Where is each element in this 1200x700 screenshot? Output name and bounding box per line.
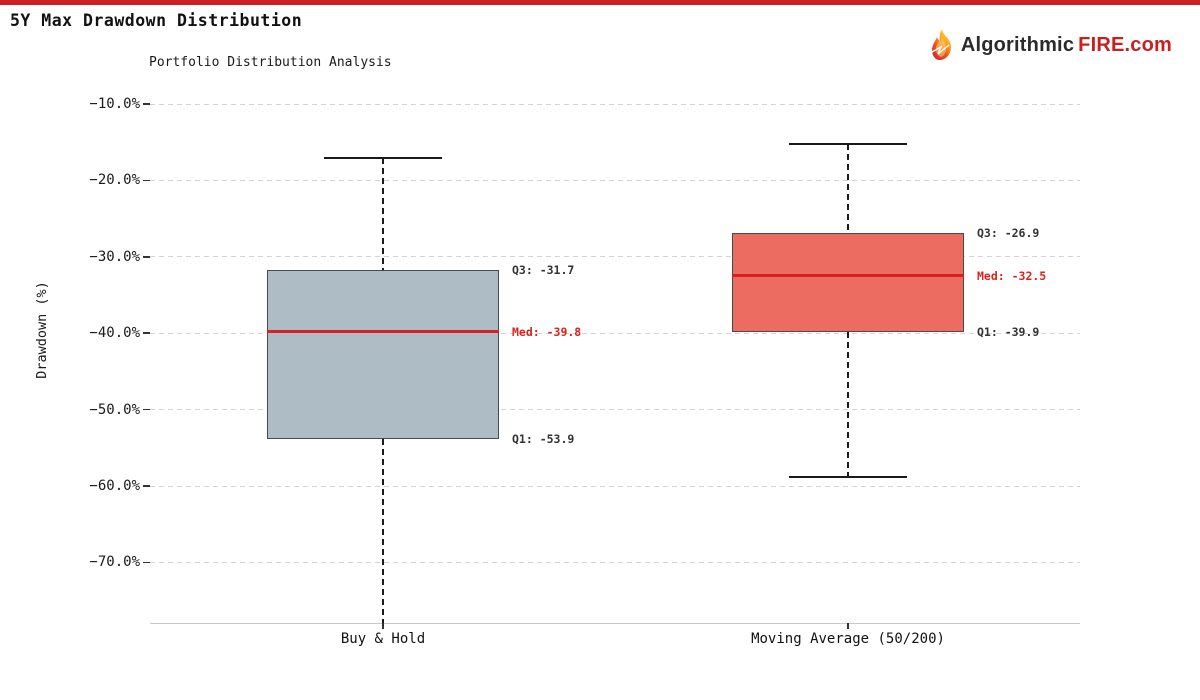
y-tick-mark bbox=[143, 408, 150, 411]
y-tick-label: −50.0% bbox=[89, 401, 140, 418]
annotation-q3: Q3: -31.7 bbox=[512, 262, 575, 277]
flame-icon bbox=[927, 28, 957, 62]
median-line bbox=[732, 274, 964, 278]
whisker-cap-upper bbox=[789, 143, 907, 146]
y-tick-mark bbox=[143, 485, 150, 487]
y-tick-mark bbox=[143, 332, 150, 334]
whisker-lower bbox=[847, 332, 849, 477]
logo-text-dark: Algorithmic bbox=[960, 33, 1075, 56]
annotation-q1: Q1: -39.9 bbox=[977, 325, 1040, 340]
gridline bbox=[150, 332, 1080, 334]
y-tick-mark bbox=[143, 103, 150, 105]
annotation-q3: Q3: -26.9 bbox=[977, 226, 1040, 241]
page-title: 5Y Max Drawdown Distribution bbox=[10, 11, 303, 30]
accent-top-bar bbox=[0, 0, 1200, 5]
y-tick-label: −40.0% bbox=[89, 325, 140, 342]
gridline bbox=[150, 485, 1080, 487]
gridline bbox=[150, 103, 1080, 105]
logo-text-red: FIRE.com bbox=[1078, 33, 1172, 56]
whisker-cap-upper bbox=[324, 157, 442, 160]
chart-subtitle: Portfolio Distribution Analysis bbox=[149, 55, 392, 70]
x-tick-label: Buy & Hold bbox=[340, 631, 426, 647]
x-tick-mark bbox=[382, 623, 384, 629]
whisker-upper bbox=[847, 144, 849, 234]
gridline bbox=[150, 561, 1080, 563]
y-tick-label: −30.0% bbox=[89, 248, 140, 265]
whisker-upper bbox=[382, 158, 384, 270]
box-buy-hold bbox=[267, 269, 499, 440]
x-tick-mark bbox=[847, 623, 849, 629]
y-tick-mark bbox=[143, 256, 150, 258]
box-moving-average bbox=[732, 233, 964, 333]
y-tick-mark bbox=[143, 561, 150, 564]
median-line bbox=[267, 330, 499, 334]
annotation-median: Med: -32.5 bbox=[977, 268, 1047, 283]
x-axis-line bbox=[150, 623, 1080, 624]
y-tick-label: −20.0% bbox=[89, 172, 140, 189]
x-tick-label: Moving Average (50/200) bbox=[751, 631, 945, 647]
annotation-median: Med: -39.8 bbox=[512, 324, 582, 339]
gridline bbox=[150, 179, 1080, 181]
gridline bbox=[150, 409, 1080, 411]
annotation-q1: Q1: -53.9 bbox=[512, 432, 575, 447]
whisker-lower bbox=[382, 439, 384, 628]
y-tick-label: −70.0% bbox=[89, 554, 140, 571]
y-tick-label: −60.0% bbox=[89, 478, 140, 494]
whisker-cap-lower bbox=[789, 475, 907, 478]
y-tick-label: −10.0% bbox=[89, 96, 140, 112]
gridline bbox=[150, 256, 1080, 258]
brand-logo[interactable]: Algorithmic FIRE.com bbox=[927, 28, 1172, 62]
y-tick-mark bbox=[143, 179, 150, 182]
